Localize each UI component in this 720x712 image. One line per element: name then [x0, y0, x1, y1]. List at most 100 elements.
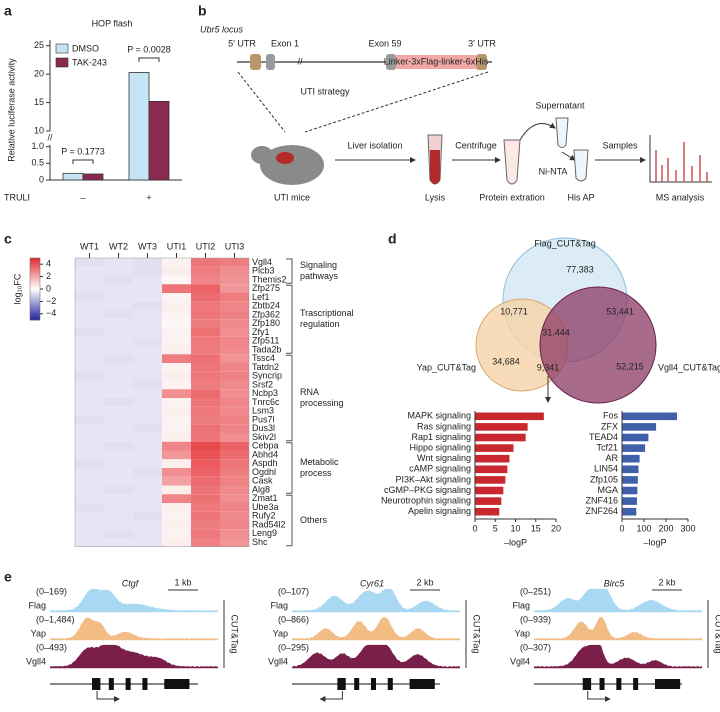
heatmap-cell [220, 319, 249, 328]
y-tick-label: 0.5 [31, 158, 44, 168]
heatmap-cell [133, 503, 162, 512]
side-label: CUT&Tag [714, 614, 720, 653]
heatmap-cell [75, 389, 104, 398]
x-tick-label: – [80, 192, 85, 202]
heatmap-cell [75, 293, 104, 302]
group-label: Signaling [300, 260, 337, 270]
colorbar-slice [30, 311, 40, 315]
colorbar-slice [30, 313, 40, 317]
y-tick-label: ZNF416 [585, 495, 618, 505]
spectrum-axis [649, 135, 712, 183]
coverage-track [292, 644, 460, 668]
heatmap-cell [220, 398, 249, 407]
row-label: Vgll4 [252, 257, 272, 267]
row-label: Zmat1 [252, 493, 278, 503]
heatmap-cell [75, 345, 104, 355]
row-label: Lsm3 [252, 406, 274, 416]
side-label: CUT&Tag [230, 614, 240, 653]
row-label: Zfp362 [252, 309, 280, 319]
heatmap-cell [133, 398, 162, 407]
heatmap-cell [104, 529, 133, 538]
heatmap-cell [133, 275, 162, 285]
heatmap-cell [104, 293, 133, 302]
step-label: Samples [602, 140, 638, 150]
x-tick-label: 100 [636, 523, 651, 533]
step-label: Ni-NTA [539, 166, 568, 176]
break-mark: // [297, 56, 303, 66]
heatmap-cell [104, 319, 133, 328]
venn-set-label: Flag_CUT&Tag [534, 238, 596, 248]
heatmap-cell [191, 415, 220, 425]
heatmap-cell [75, 538, 104, 547]
heatmap-cell [162, 266, 191, 276]
track-label: Yap [273, 628, 288, 638]
bar [622, 486, 638, 495]
y-tick-label: MGA [597, 485, 618, 495]
heatmap-cell [191, 520, 220, 530]
track-label: Vgll4 [26, 656, 46, 666]
heatmap-cell [220, 310, 249, 320]
heatmap-cell [191, 511, 220, 521]
heatmap-cell [75, 450, 104, 460]
colorbar-slice [30, 274, 40, 277]
tube-icon [503, 139, 521, 185]
exon [92, 678, 101, 690]
heatmap-cell [104, 345, 133, 355]
colorbar-slice [30, 315, 40, 319]
heatmap-cell [162, 538, 191, 547]
axis-break: // [47, 132, 53, 142]
group-bracket [286, 258, 293, 284]
heatmap-cell [191, 258, 220, 267]
heatmap-cell [104, 258, 133, 267]
y-tick-label: 1.0 [31, 141, 44, 151]
heatmap-cell [220, 529, 249, 538]
heatmap-cell [133, 328, 162, 337]
heatmap-cell [75, 301, 104, 311]
strategy-label: UTI strategy [300, 86, 350, 96]
heatmap-cell [162, 345, 191, 355]
colorbar-slice [30, 289, 40, 292]
heatmap-cell [133, 354, 162, 363]
heatmap-cell [191, 336, 220, 346]
linker-box [396, 55, 476, 69]
heatmap-cell [220, 433, 249, 442]
heatmap-cell [220, 424, 249, 433]
heatmap-cell [191, 266, 220, 276]
bar [475, 433, 526, 442]
venn-count: 31,444 [542, 327, 570, 337]
row-label: Syncrip [252, 371, 282, 381]
group-label: processing [300, 398, 344, 408]
bar [62, 172, 84, 181]
colorbar-slice [30, 280, 40, 284]
heatmap-cell [220, 301, 249, 311]
heatmap-cell [75, 476, 104, 486]
colorbar-slice [30, 284, 40, 288]
y-tick-label: cGMP–PKG signaling [384, 485, 471, 495]
heatmap-cell [104, 266, 133, 276]
heatmap-cell [220, 459, 249, 468]
y-tick-label: Rap1 signaling [411, 432, 471, 442]
heatmap-cell [162, 468, 191, 477]
legend-swatch [55, 57, 69, 68]
heatmap-cell [104, 476, 133, 486]
coverage-track [50, 617, 218, 640]
bar [622, 497, 637, 505]
heatmap-cell [191, 389, 220, 398]
heatmap-cell [133, 389, 162, 398]
heatmap-cell [104, 459, 133, 468]
row-label: Tatdn2 [252, 362, 279, 372]
venn-circle [539, 286, 657, 404]
heatmap-cell [104, 441, 133, 451]
heatmap-cell [162, 424, 191, 433]
venn: Flag_CUT&Tag Yap_CUT&Tag Vgll4_CUT&Tag 7… [417, 237, 720, 404]
heatmap-cell [191, 538, 220, 547]
heatmap-cell [191, 363, 220, 372]
heatmap-cell [104, 503, 133, 512]
colorbar-slice [30, 278, 40, 282]
heatmap-cell [133, 476, 162, 486]
y-tick-label: ZFX [601, 421, 618, 431]
heatmap-cell [133, 433, 162, 442]
colorbar-slice [30, 293, 40, 296]
heatmap-cell [75, 258, 104, 267]
